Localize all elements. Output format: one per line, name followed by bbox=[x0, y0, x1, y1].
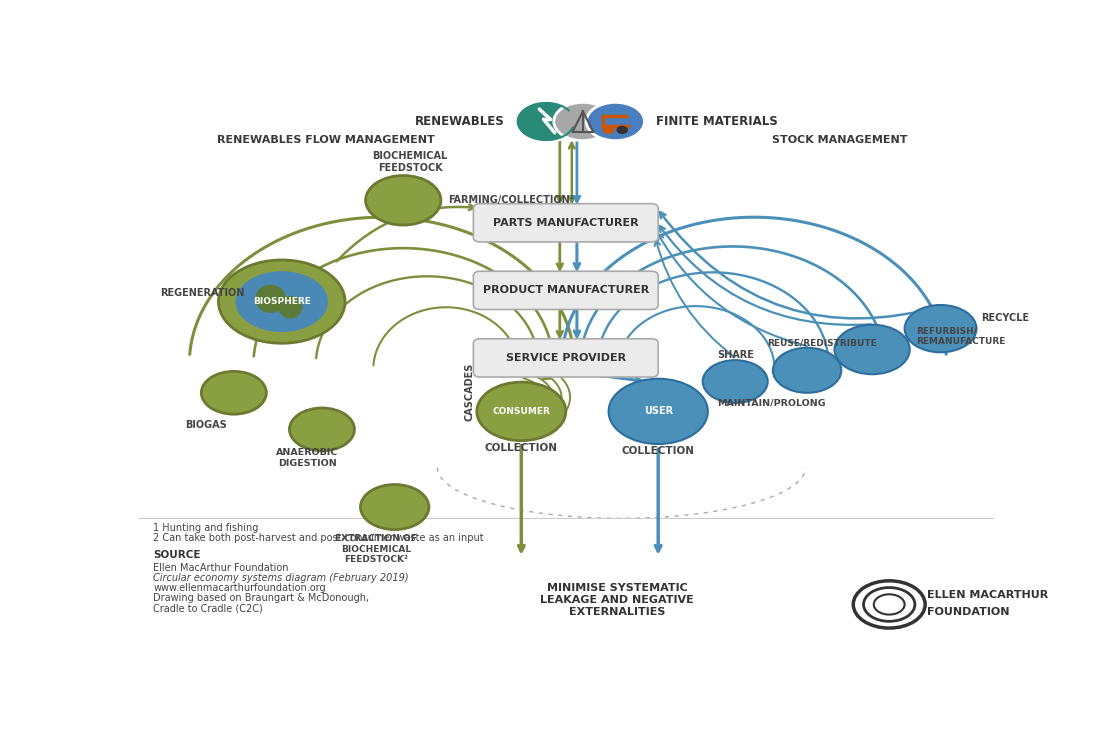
Circle shape bbox=[835, 325, 910, 374]
Text: COLLECTION: COLLECTION bbox=[622, 446, 694, 455]
Circle shape bbox=[617, 126, 627, 133]
Circle shape bbox=[554, 102, 612, 140]
Text: USER: USER bbox=[644, 406, 672, 417]
Text: RENEWABLES FLOW MANAGEMENT: RENEWABLES FLOW MANAGEMENT bbox=[217, 135, 435, 145]
Text: REUSE/REDISTRIBUTE: REUSE/REDISTRIBUTE bbox=[767, 338, 878, 348]
Circle shape bbox=[289, 408, 354, 451]
Text: MAINTAIN/PROLONG: MAINTAIN/PROLONG bbox=[716, 398, 826, 407]
Circle shape bbox=[604, 126, 614, 133]
Text: Circular economy systems diagram (February 2019): Circular economy systems diagram (Februa… bbox=[153, 573, 408, 583]
Text: COLLECTION: COLLECTION bbox=[485, 443, 558, 453]
Text: ANAEROBIC
DIGESTION: ANAEROBIC DIGESTION bbox=[276, 448, 339, 468]
Circle shape bbox=[608, 379, 708, 444]
Circle shape bbox=[360, 485, 428, 529]
Text: CONSUMER: CONSUMER bbox=[492, 407, 550, 416]
Circle shape bbox=[904, 305, 976, 352]
Circle shape bbox=[219, 260, 346, 344]
Circle shape bbox=[365, 175, 440, 225]
Text: Cradle to Cradle (C2C): Cradle to Cradle (C2C) bbox=[153, 603, 263, 613]
Text: STOCK MANAGEMENT: STOCK MANAGEMENT bbox=[772, 135, 907, 145]
Text: PRODUCT MANUFACTURER: PRODUCT MANUFACTURER bbox=[482, 285, 649, 295]
Circle shape bbox=[586, 102, 645, 140]
Circle shape bbox=[235, 271, 328, 332]
Text: Ellen MacArthur Foundation: Ellen MacArthur Foundation bbox=[153, 563, 289, 573]
Text: SHARE: SHARE bbox=[716, 349, 754, 360]
Text: BIOSPHERE: BIOSPHERE bbox=[253, 297, 310, 306]
Text: FINITE MATERIALS: FINITE MATERIALS bbox=[657, 115, 778, 128]
Text: SOURCE: SOURCE bbox=[153, 550, 201, 561]
Text: RECYCLE: RECYCLE bbox=[980, 314, 1029, 324]
FancyBboxPatch shape bbox=[474, 338, 658, 377]
Ellipse shape bbox=[278, 296, 302, 319]
Text: REFURBISH/
REMANUFACTURE: REFURBISH/ REMANUFACTURE bbox=[916, 327, 1006, 346]
Text: PARTS MANUFACTURER: PARTS MANUFACTURER bbox=[493, 218, 638, 228]
Text: www.ellenmacarthurfoundation.org: www.ellenmacarthurfoundation.org bbox=[153, 583, 326, 593]
Text: MINIMISE SYSTEMATIC
LEAKAGE AND NEGATIVE
EXTERNALITIES: MINIMISE SYSTEMATIC LEAKAGE AND NEGATIVE… bbox=[540, 583, 694, 616]
Circle shape bbox=[477, 382, 566, 441]
Text: REGENERATION: REGENERATION bbox=[160, 288, 244, 298]
FancyBboxPatch shape bbox=[474, 204, 658, 242]
Text: FOUNDATION: FOUNDATION bbox=[927, 607, 1009, 617]
Circle shape bbox=[201, 371, 266, 414]
Text: BIOCHEMICAL
FEEDSTOCK: BIOCHEMICAL FEEDSTOCK bbox=[372, 151, 448, 173]
Text: SERVICE PROVIDER: SERVICE PROVIDER bbox=[506, 353, 626, 363]
Text: Drawing based on Braungart & McDonough,: Drawing based on Braungart & McDonough, bbox=[153, 593, 370, 603]
Text: 1 Hunting and fishing: 1 Hunting and fishing bbox=[153, 523, 258, 533]
Text: BIOGAS: BIOGAS bbox=[185, 420, 227, 431]
Text: ELLEN MACARTHUR: ELLEN MACARTHUR bbox=[927, 591, 1048, 600]
Text: 2 Can take both post-harvest and post-consumer waste as an input: 2 Can take both post-harvest and post-co… bbox=[153, 533, 484, 543]
Circle shape bbox=[773, 348, 841, 393]
Text: FARMING/COLLECTION¹: FARMING/COLLECTION¹ bbox=[448, 195, 574, 205]
Text: RENEWABLES: RENEWABLES bbox=[415, 115, 505, 128]
Circle shape bbox=[703, 360, 767, 403]
Text: CASCADES: CASCADES bbox=[465, 363, 475, 421]
Ellipse shape bbox=[255, 284, 286, 313]
Text: EXTRACTION OF
BIOCHEMICAL
FEEDSTOCK²: EXTRACTION OF BIOCHEMICAL FEEDSTOCK² bbox=[335, 534, 417, 564]
FancyBboxPatch shape bbox=[474, 271, 658, 309]
Circle shape bbox=[516, 101, 577, 142]
